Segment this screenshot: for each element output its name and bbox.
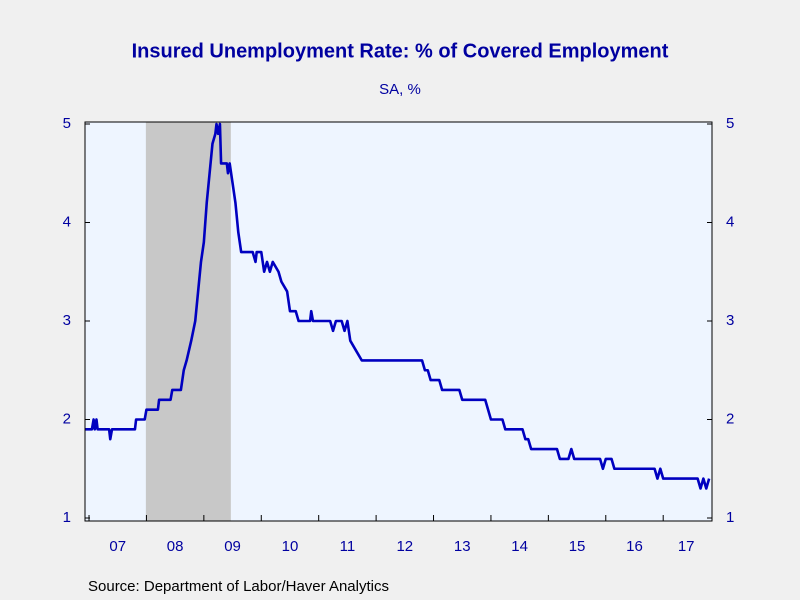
x-tick-label: 12 [396,538,413,555]
y-tick-label: 4 [63,213,71,230]
y2-tick-label: 2 [726,410,734,427]
y2-tick-label: 4 [726,213,734,230]
y-tick-label: 3 [63,312,71,329]
x-tick-label: 16 [626,538,643,555]
y2-tick-label: 3 [726,312,734,329]
y-tick-label: 2 [63,410,71,427]
x-tick-label: 13 [454,538,471,555]
y2-tick-label: 5 [726,115,734,132]
x-tick-label: 10 [282,538,299,555]
x-tick-label: 08 [167,538,184,555]
x-tick-label: 15 [569,538,586,555]
data-line [85,122,711,490]
recession-band [145,122,231,521]
y-tick-label: 1 [63,509,71,526]
x-tick-label: 07 [109,538,126,555]
x-tick-label: 11 [340,538,356,555]
x-tick-label: 14 [511,538,528,555]
chart-title: Insured Unemployment Rate: % of Covered … [132,40,669,62]
x-tick-label: 17 [678,538,695,555]
chart-subtitle: SA, % [379,81,421,98]
y2-tick-label: 1 [726,509,734,526]
x-tick-label: 09 [224,538,241,555]
source-note: Source: Department of Labor/Haver Analyt… [88,578,389,595]
plot-border [84,121,713,522]
y-tick-label: 5 [63,115,71,132]
